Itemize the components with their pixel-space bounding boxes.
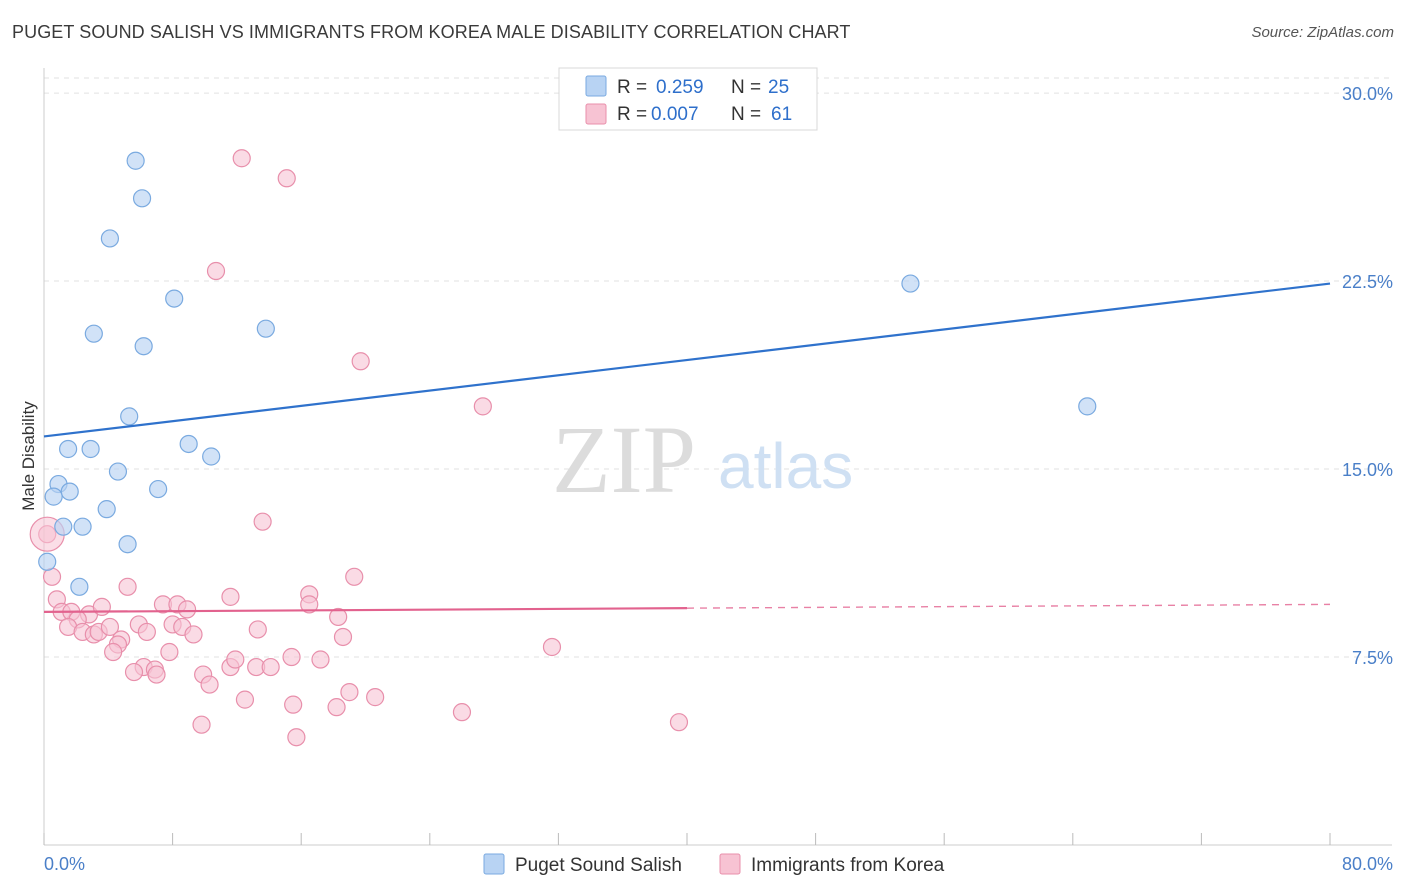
legend-n-value-1: 25: [768, 77, 789, 98]
point-immigrants-from-korea: [226, 650, 245, 669]
chart-title: PUGET SOUND SALISH VS IMMIGRANTS FROM KO…: [12, 22, 851, 42]
point-puget-sound-salish: [44, 487, 63, 506]
bottom-legend-swatch-puget-sound-salish: [483, 853, 505, 875]
point-immigrants-from-korea: [235, 690, 255, 709]
point-immigrants-from-korea: [300, 595, 319, 614]
point-immigrants-from-korea: [329, 607, 348, 627]
point-immigrants-from-korea: [287, 728, 306, 747]
point-puget-sound-salish: [134, 337, 153, 356]
point-puget-sound-salish: [97, 500, 116, 519]
y-tick-label: 30.0%: [1342, 84, 1393, 104]
y-tick-labels: 7.5% 15.0% 22.5% 30.0%: [1342, 84, 1393, 668]
point-immigrants-from-korea: [253, 512, 272, 531]
bottom-legend-swatch-immigrants-from-korea: [719, 853, 741, 875]
point-puget-sound-salish: [149, 479, 168, 499]
point-immigrants-from-korea: [340, 683, 359, 702]
point-puget-sound-salish: [70, 577, 89, 596]
point-immigrants-from-korea: [160, 642, 179, 662]
point-puget-sound-salish: [126, 151, 145, 170]
point-immigrants-from-korea: [177, 600, 197, 619]
point-puget-sound-salish: [59, 439, 78, 459]
legend-n-value-2: 61: [771, 104, 792, 125]
top-legend: R = 0.259 N = 25 R = 0.007 N = 61: [558, 67, 818, 131]
point-immigrants-from-korea: [137, 622, 156, 642]
chart-source: Source: ZipAtlas.com: [1251, 24, 1394, 41]
point-immigrants-from-korea: [200, 675, 219, 694]
point-puget-sound-salish: [256, 319, 275, 338]
point-puget-sound-salish: [132, 189, 152, 208]
trend-line-immigrants-from-korea-extrapolated: [686, 603, 1331, 609]
point-puget-sound-salish: [165, 289, 184, 308]
legend-r-label-1: R =: [617, 77, 647, 98]
x-tick-labels: 0.0% 80.0%: [44, 854, 1393, 874]
point-puget-sound-salish: [901, 274, 920, 293]
point-immigrants-from-korea: [452, 703, 472, 722]
point-immigrants-from-korea: [248, 620, 267, 639]
y-tick-label: 15.0%: [1342, 460, 1393, 480]
watermark-zip: ZIP: [552, 406, 696, 513]
point-puget-sound-salish: [73, 517, 92, 536]
bottom-legend-label-puget-sound-salish: Puget Sound Salish: [515, 855, 682, 876]
point-puget-sound-salish: [108, 462, 128, 481]
series-immigrants-from-korea-points: [29, 149, 689, 747]
point-puget-sound-salish: [202, 447, 221, 466]
point-puget-sound-salish: [38, 552, 57, 571]
point-puget-sound-salish: [1078, 397, 1097, 416]
point-immigrants-from-korea: [232, 149, 251, 168]
trend-lines: [43, 282, 1331, 614]
point-immigrants-from-korea: [206, 261, 226, 281]
point-immigrants-from-korea: [261, 657, 280, 677]
point-puget-sound-salish: [81, 439, 100, 459]
point-immigrants-from-korea: [221, 587, 240, 606]
y-axis-title: Male Disability: [19, 401, 38, 511]
x-tick-label: 0.0%: [44, 854, 85, 874]
legend-n-label-2: N =: [731, 104, 761, 125]
legend-r-value-1: 0.259: [656, 77, 704, 98]
legend-swatch-immigrants-from-korea: [585, 103, 607, 125]
point-puget-sound-salish: [120, 407, 139, 426]
y-tick-label: 22.5%: [1342, 272, 1393, 292]
point-immigrants-from-korea: [284, 695, 303, 714]
point-puget-sound-salish: [84, 324, 103, 343]
point-immigrants-from-korea: [327, 698, 346, 717]
trend-line-immigrants-from-korea: [43, 607, 688, 614]
point-puget-sound-salish: [54, 517, 73, 536]
watermark-atlas: atlas: [718, 430, 853, 502]
point-immigrants-from-korea: [124, 662, 144, 682]
trend-line-puget-sound-salish: [43, 282, 1331, 438]
point-puget-sound-salish: [179, 434, 198, 454]
y-tick-label: 7.5%: [1352, 648, 1393, 668]
point-immigrants-from-korea: [366, 688, 385, 707]
x-axis-ticks: [43, 833, 1331, 845]
point-immigrants-from-korea: [100, 617, 120, 637]
point-immigrants-from-korea: [333, 627, 353, 647]
point-immigrants-from-korea: [42, 567, 62, 586]
legend-n-label-1: N =: [731, 77, 761, 98]
legend-r-value-2: 0.007: [651, 104, 699, 125]
bottom-legend-label-immigrants-from-korea: Immigrants from Korea: [751, 855, 945, 876]
point-immigrants-from-korea: [277, 169, 296, 188]
point-immigrants-from-korea: [473, 397, 492, 416]
point-immigrants-from-korea: [192, 715, 211, 734]
point-immigrants-from-korea: [542, 637, 562, 657]
point-immigrants-from-korea: [345, 567, 364, 586]
point-immigrants-from-korea: [147, 665, 166, 684]
series-puget-sound-salish-points: [38, 151, 1097, 596]
point-immigrants-from-korea: [118, 577, 137, 596]
bottom-legend: Puget Sound Salish Immigrants from Korea: [483, 853, 945, 876]
point-immigrants-from-korea: [184, 625, 203, 644]
point-immigrants-from-korea: [351, 352, 370, 371]
point-immigrants-from-korea: [92, 597, 111, 616]
point-immigrants-from-korea: [669, 713, 689, 732]
point-immigrants-from-korea: [282, 647, 301, 667]
point-immigrants-from-korea: [311, 650, 330, 669]
point-puget-sound-salish: [100, 229, 120, 248]
point-immigrants-from-korea: [104, 642, 123, 662]
x-tick-label: 80.0%: [1342, 854, 1393, 874]
legend-swatch-puget-sound-salish: [585, 75, 607, 97]
point-puget-sound-salish: [60, 482, 79, 501]
legend-r-label-2: R =: [617, 104, 647, 125]
point-puget-sound-salish: [118, 535, 137, 554]
